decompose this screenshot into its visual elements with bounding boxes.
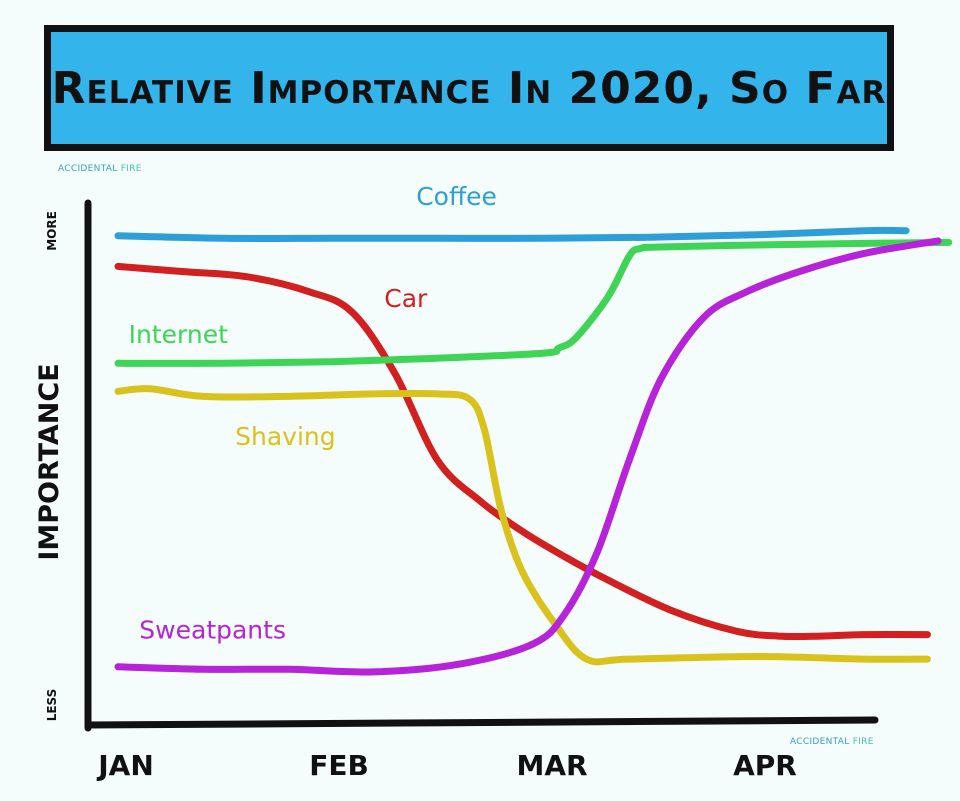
series-label-car: Car <box>384 284 428 313</box>
credit-watermark-top: ACCIDENTAL FIRE <box>58 164 142 174</box>
credit-fire: FIRE <box>120 164 142 174</box>
series-line-shaving <box>114 385 931 666</box>
series-label-coffee: Coffee <box>416 182 497 211</box>
y-axis-more-label: More <box>45 211 59 251</box>
series-line-internet <box>114 238 953 367</box>
credit-fire: FIRE <box>852 737 874 747</box>
x-tick-label-apr: APR <box>733 749 797 782</box>
series-lines <box>114 226 953 676</box>
series-line-car <box>114 262 931 641</box>
credit-brand: ACCIDENTAL <box>58 164 118 174</box>
series-line-sweatpants <box>114 237 942 676</box>
credit-brand: ACCIDENTAL <box>790 737 850 747</box>
x-tick-label-mar: MAR <box>516 749 587 782</box>
series-line-coffee <box>114 226 910 243</box>
chart-axes <box>84 199 879 732</box>
x-axis-line <box>84 716 879 729</box>
chart-title: Relative Importance In 2020, So Far <box>51 62 887 114</box>
credit-watermark-bottom: ACCIDENTAL FIRE <box>790 737 874 747</box>
series-label-shaving: Shaving <box>235 422 336 451</box>
x-tick-label-feb: FEB <box>309 749 369 782</box>
y-axis-less-label: Less <box>45 689 59 722</box>
series-labels: Coffee Car Internet Shaving Sweatpants <box>129 182 497 645</box>
series-label-internet: Internet <box>129 320 228 349</box>
y-axis-label: Importance <box>34 363 65 560</box>
series-label-sweatpants: Sweatpants <box>139 616 286 645</box>
x-tick-labels: JAN FEB MAR APR <box>96 749 797 782</box>
x-tick-label-jan: JAN <box>96 749 154 782</box>
title-banner: Relative Importance In 2020, So Far <box>44 25 894 151</box>
